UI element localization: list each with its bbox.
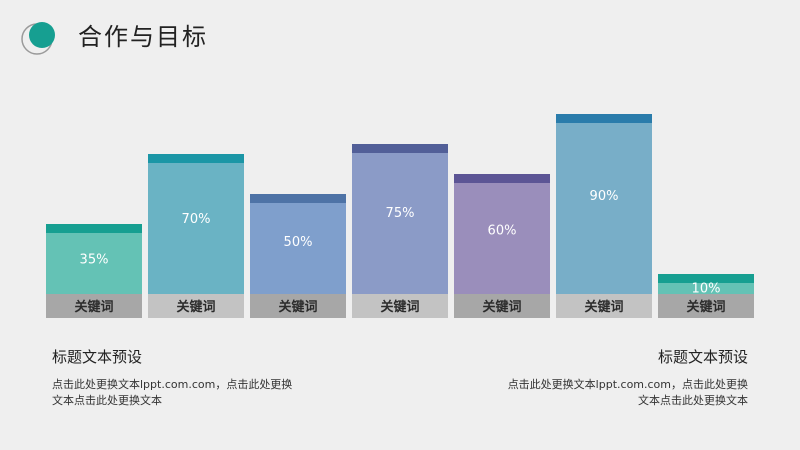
bar-value-label-6: 90% [590,189,619,204]
bar-1 [46,224,142,294]
bar-4 [352,144,448,294]
category-box-4 [352,294,448,318]
left-text-block: 标题文本预设 点击此处更换文本lppt.com.com，点击此处更换 文本点击此… [52,346,352,409]
bar-3 [250,194,346,294]
logo-icon [21,22,55,55]
page-title: 合作与目标 [78,23,208,51]
category-label-4: 关键词 [380,299,419,315]
category-label-1: 关键词 [74,299,113,315]
bar-value-label-3: 50% [284,235,313,250]
left-body-line-2: 文本点击此处更换文本 [52,394,162,407]
category-box-3 [250,294,346,318]
right-body-line-2: 文本点击此处更换文本 [638,394,748,407]
right-body-line-1: 点击此处更换文本lppt.com.com，点击此处更换 [507,378,748,391]
category-label-2: 关键词 [176,299,215,315]
category-box-5 [454,294,550,318]
category-label-6: 关键词 [584,299,623,315]
category-box-2 [148,294,244,318]
bar-cap-4 [352,144,448,153]
bar-cap-7 [658,274,754,283]
bar-cap-2 [148,154,244,163]
right-heading: 标题文本预设 [657,348,748,366]
category-label-3: 关键词 [278,299,317,315]
bar-value-label-1: 35% [80,253,109,268]
bar-value-label-5: 60% [488,224,517,239]
bar-cap-1 [46,224,142,233]
bar-5 [454,174,550,294]
category-box-6 [556,294,652,318]
bar-value-label-4: 75% [386,206,415,221]
bar-chart: 35% 关键词 70% 关键词 50% 关键词 75% 关键词 60% 关键词 90% 关键词 10% 关… [46,114,754,318]
bar-cap-3 [250,194,346,203]
bar-6 [556,114,652,294]
right-text-block: 标题文本预设 点击此处更换文本lppt.com.com，点击此处更换 文本点击此… [448,346,748,409]
left-heading: 标题文本预设 [52,348,143,366]
category-label-7: 关键词 [686,299,725,315]
left-body-line-1: 点击此处更换文本lppt.com.com，点击此处更换 [52,378,293,391]
bar-2 [148,154,244,294]
bar-value-label-7: 10% [692,282,721,297]
bar-cap-6 [556,114,652,123]
category-label-5: 关键词 [482,299,521,315]
bar-cap-5 [454,174,550,183]
category-box-1 [46,294,142,318]
bar-value-label-2: 70% [182,212,211,227]
category-box-7 [658,294,754,318]
